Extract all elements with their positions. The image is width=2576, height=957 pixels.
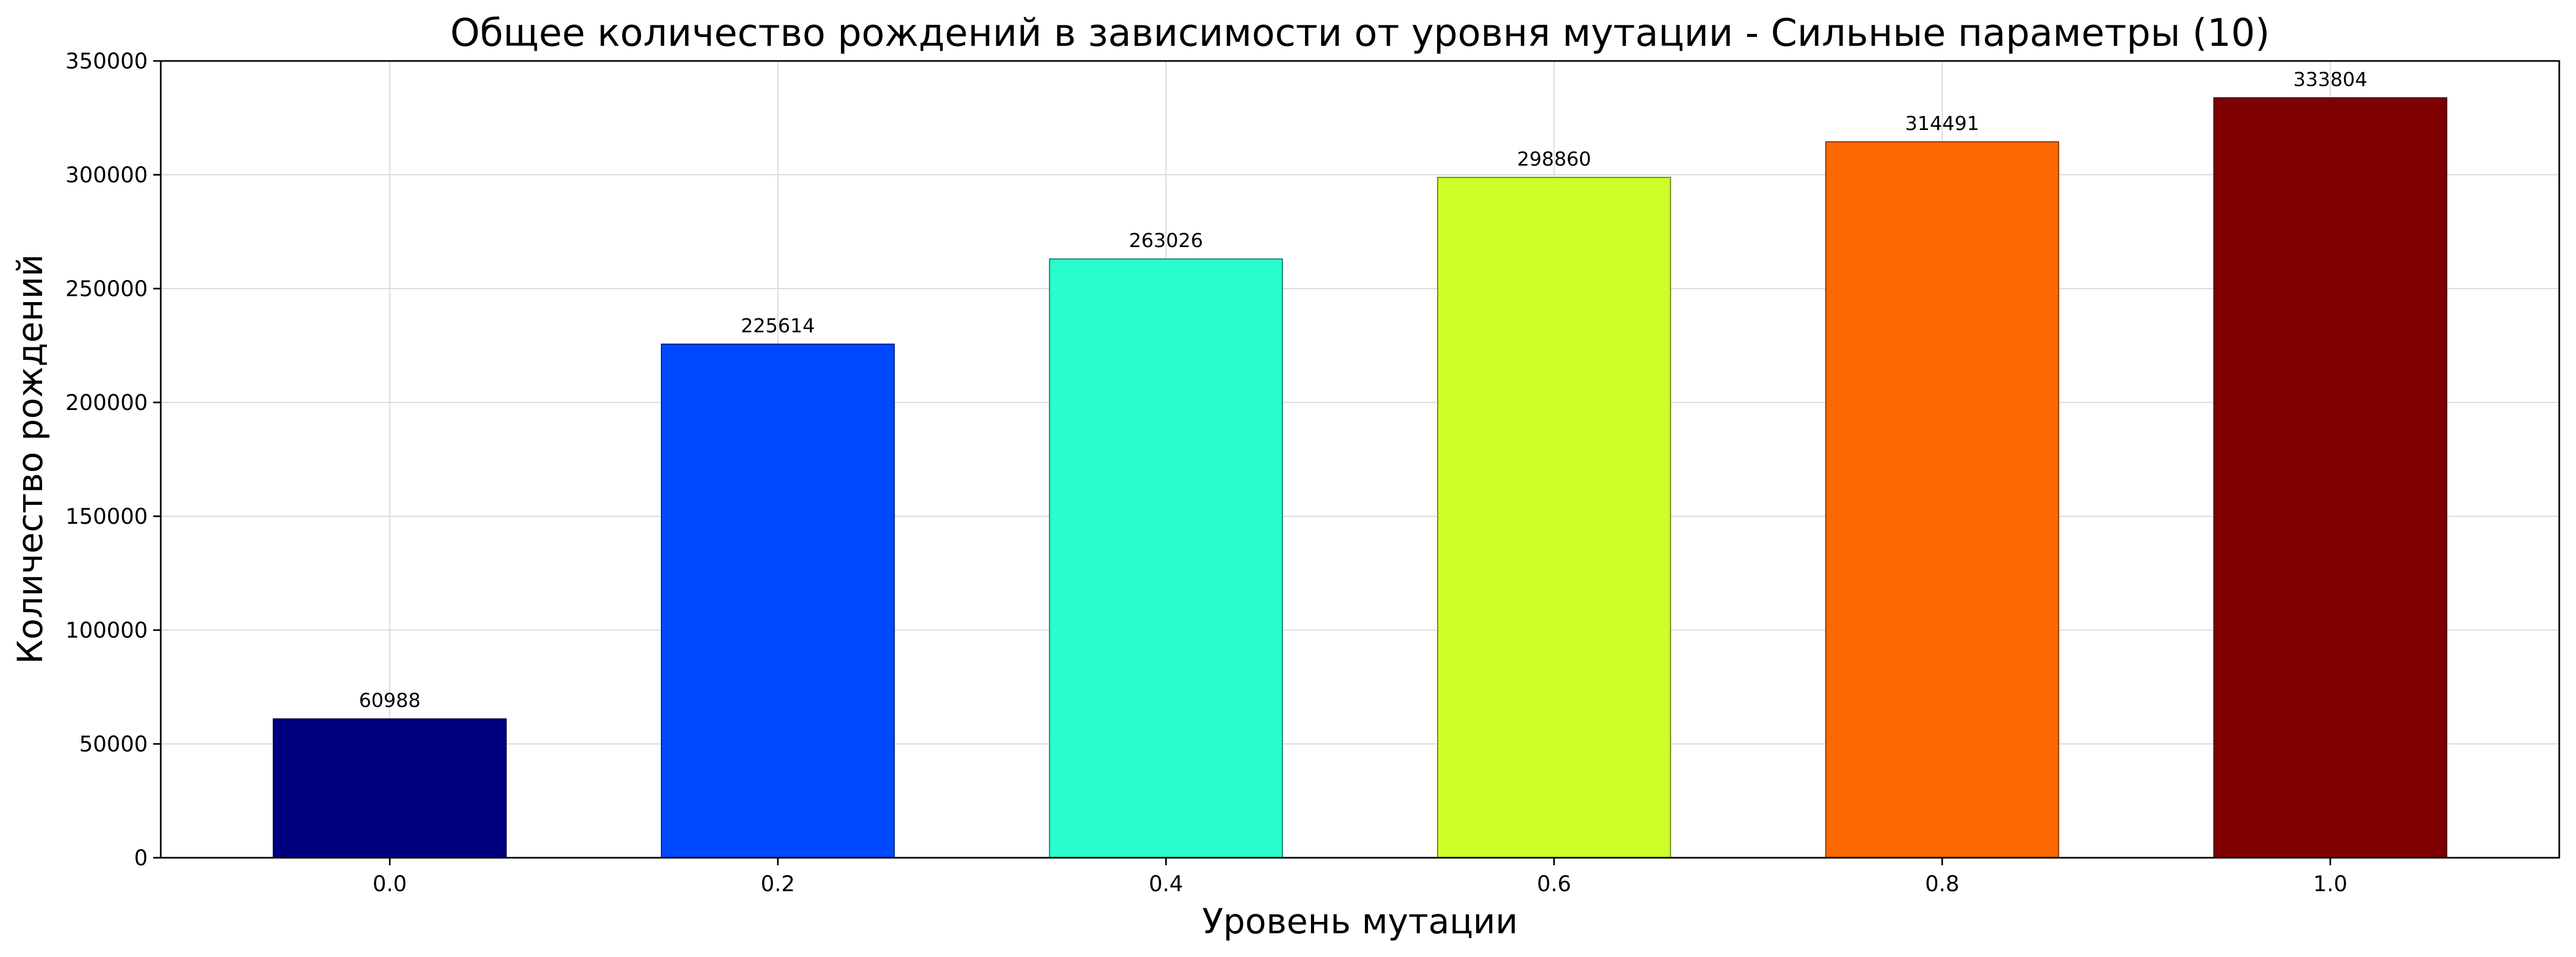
x-axis-label: Уровень мутации — [1202, 902, 1518, 942]
bar-value-label: 60988 — [359, 690, 421, 712]
chart-title: Общее количество рождений в зависимости … — [450, 11, 2270, 55]
x-tick-label: 0.0 — [373, 872, 407, 897]
x-axis: 0.0 0.2 0.4 0.6 0.8 1.0 — [373, 858, 2348, 897]
bar-value-label: 225614 — [741, 315, 815, 337]
y-tick-label: 50000 — [79, 732, 148, 757]
y-axis-label: Количество рождений — [11, 254, 51, 664]
bar — [1049, 258, 1283, 858]
y-axis: 0 50000 100000 150000 200000 250000 300000 3500… — [65, 49, 161, 871]
bar — [661, 343, 895, 858]
plot-frame — [160, 60, 2560, 859]
bars-group — [272, 97, 2448, 858]
y-tick-label: 200000 — [65, 391, 148, 415]
bar — [1437, 176, 1671, 858]
bar — [1825, 141, 2059, 858]
x-tick-label: 1.0 — [2313, 872, 2348, 897]
y-tick-label: 0 — [134, 846, 148, 871]
y-tick-label: 300000 — [65, 163, 148, 188]
bar-value-label: 263026 — [1129, 230, 1203, 252]
x-tick-label: 0.8 — [1925, 872, 1959, 897]
grid-lines — [161, 60, 2559, 858]
y-tick-label: 250000 — [65, 277, 148, 302]
y-tick-label: 350000 — [65, 49, 148, 74]
y-tick-label: 100000 — [65, 618, 148, 643]
bar-value-label: 314491 — [1905, 113, 1979, 135]
y-tick-label: 150000 — [65, 504, 148, 529]
bar — [2213, 97, 2448, 858]
x-tick-label: 0.2 — [761, 872, 795, 897]
data-labels-group: 60988 225614 263026 298860 314491 333804 — [359, 69, 2367, 712]
bar-value-label: 333804 — [2293, 69, 2367, 91]
x-tick-label: 0.6 — [1537, 872, 1571, 897]
bar — [272, 718, 507, 858]
bar-value-label: 298860 — [1517, 148, 1591, 170]
x-tick-label: 0.4 — [1149, 872, 1183, 897]
